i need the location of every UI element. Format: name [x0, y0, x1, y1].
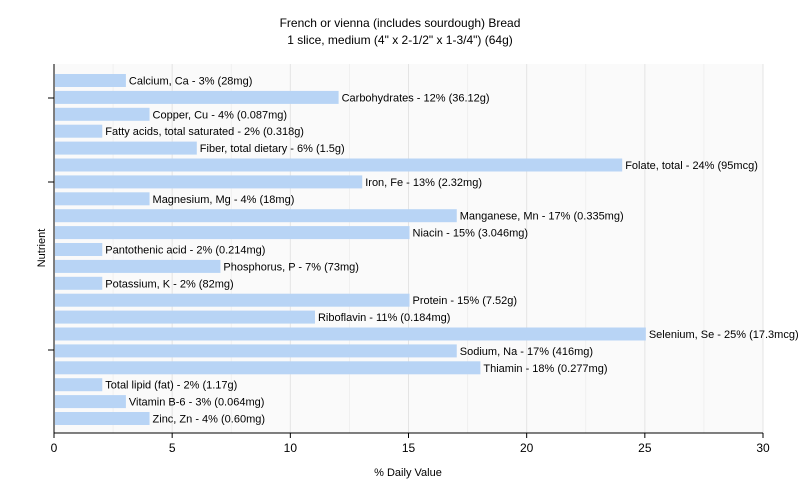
chart-subtitle: 1 slice, medium (4" x 2-1/2" x 1-3/4") (…: [287, 33, 513, 47]
bar-label: Vitamin B-6 - 3% (0.064mg): [129, 397, 265, 409]
bar-label: Phosphorus, P - 7% (73mg): [223, 261, 359, 273]
bar: [55, 90, 339, 104]
bar-label: Fatty acids, total saturated - 2% (0.318…: [105, 126, 304, 138]
bar-label: Zinc, Zn - 4% (0.60mg): [153, 414, 265, 426]
bar: [55, 226, 410, 240]
bar: [55, 74, 126, 87]
bar: [55, 259, 221, 273]
bar-label: Calcium, Ca - 3% (28mg): [129, 76, 252, 88]
bar: [55, 243, 103, 256]
bar-label: Sodium, Na - 17% (416mg): [460, 346, 593, 358]
bar: [55, 412, 150, 425]
axes: 0 5 10 15 20 25 30: [48, 64, 770, 455]
bar-label: Potassium, K - 2% (82mg): [105, 278, 233, 290]
bar-label: Fiber, total dietary - 6% (1.5g): [200, 143, 345, 155]
bar-label: Thiamin - 18% (0.277mg): [483, 363, 607, 375]
bar: [55, 175, 363, 189]
x-tick-label: 15: [402, 441, 416, 455]
bar-label: Iron, Fe - 13% (2.32mg): [365, 177, 482, 189]
bar: [55, 158, 623, 172]
bar-label: Protein - 15% (7.52g): [413, 295, 518, 307]
bar: [55, 395, 126, 409]
bar-label: Folate, total - 24% (95mcg): [625, 160, 758, 172]
bar: [55, 293, 410, 307]
bar-label: Manganese, Mn - 17% (0.335mg): [460, 211, 624, 223]
bar-label: Pantothenic acid - 2% (0.214mg): [105, 245, 265, 257]
x-tick-label: 20: [520, 441, 534, 455]
bar: [55, 276, 103, 290]
bar: [55, 344, 457, 358]
bar-label: Copper, Cu - 4% (0.087mg): [153, 109, 288, 121]
x-tick-label: 30: [756, 441, 770, 455]
bars: Calcium, Ca - 3% (28mg) Carbohydrates - 1…: [55, 74, 799, 426]
bar-label: Total lipid (fat) - 2% (1.17g): [105, 380, 237, 392]
bar: [55, 327, 646, 341]
x-tick-label: 25: [638, 441, 652, 455]
x-tick-label: 0: [51, 441, 58, 455]
bar: [55, 107, 150, 121]
bar: [55, 378, 103, 392]
bar: [55, 310, 315, 324]
chart-title: French or vienna (includes sourdough) Br…: [280, 16, 521, 30]
bar: [55, 141, 197, 155]
x-axis-title: % Daily Value: [374, 467, 442, 479]
bar: [55, 361, 481, 375]
bar: [55, 124, 103, 138]
bar-label: Magnesium, Mg - 4% (18mg): [153, 194, 295, 206]
y-axis-title: Nutrient: [36, 229, 48, 268]
bar: [55, 209, 457, 223]
bar-label: Riboflavin - 11% (0.184mg): [318, 312, 450, 324]
bar-label: Carbohydrates - 12% (36.12g): [342, 92, 490, 104]
x-tick-label: 5: [169, 441, 176, 455]
bar-label: Selenium, Se - 25% (17.3mcg): [649, 329, 799, 341]
bar-label: Niacin - 15% (3.046mg): [413, 228, 529, 240]
bar: [55, 192, 150, 206]
x-tick-label: 10: [284, 441, 298, 455]
